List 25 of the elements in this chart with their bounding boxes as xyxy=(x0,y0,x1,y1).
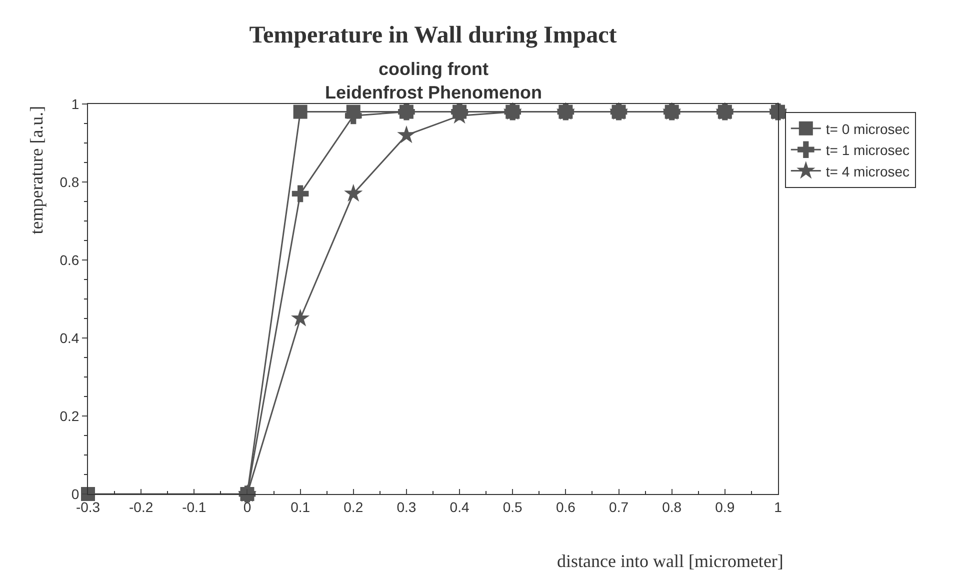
x-tick-label: 0.2 xyxy=(344,498,364,515)
chart-title: Temperature in Wall during Impact xyxy=(249,22,617,49)
x-tick-label: -0.1 xyxy=(182,498,206,515)
legend-label: t= 0 microsec xyxy=(826,120,910,137)
x-tick-label: 0.5 xyxy=(502,498,523,515)
chart-subtitle: cooling front Leidenfrost Phenomenon xyxy=(325,59,542,102)
x-tick-label: 1 xyxy=(774,498,782,515)
x-tick-label: 0 xyxy=(243,498,252,515)
y-tick-label: 0.4 xyxy=(60,330,80,346)
y-tick-label: 0.6 xyxy=(60,252,80,268)
x-tick-label: 0.3 xyxy=(396,498,416,515)
x-tick-label: 0.7 xyxy=(609,498,629,515)
x-tick-label: -0.2 xyxy=(129,498,154,515)
y-tick-label: 1 xyxy=(71,96,80,112)
x-tick-label: 0.8 xyxy=(662,498,682,515)
y-tick-label: 0.8 xyxy=(60,174,80,190)
x-tick-label: 0.6 xyxy=(556,498,576,515)
legend-label: t= 4 microsec xyxy=(826,163,910,180)
y-axis-title: temperature [a.u.] xyxy=(26,106,46,234)
x-tick-label: 0.4 xyxy=(450,498,470,515)
y-tick-label: 0.2 xyxy=(60,408,80,424)
x-axis-title: distance into wall [micrometer] xyxy=(557,551,784,571)
legend-label: t= 1 microsec xyxy=(826,142,910,158)
x-tick-label: 0.1 xyxy=(290,498,310,515)
x-tick-label: 0.9 xyxy=(715,498,735,515)
